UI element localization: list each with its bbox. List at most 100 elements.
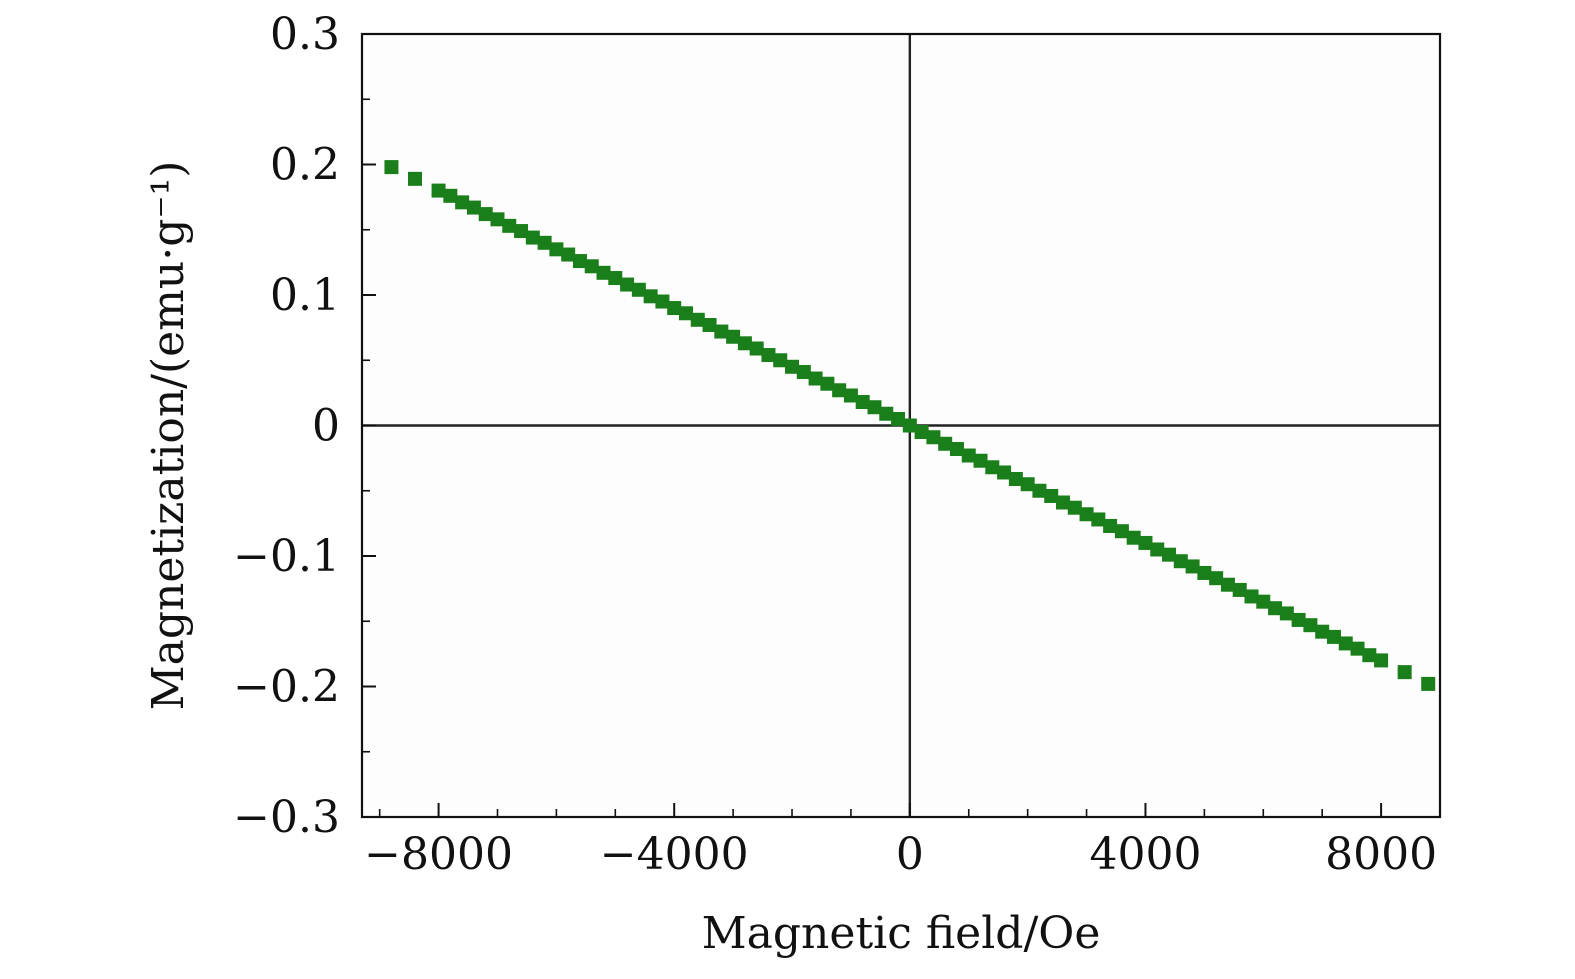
data-point	[1350, 641, 1365, 656]
data-point	[714, 324, 729, 339]
data-point	[997, 465, 1012, 480]
data-point	[749, 341, 764, 356]
y-tick-label: 0	[312, 401, 340, 452]
data-point	[1279, 606, 1294, 621]
data-point	[879, 406, 894, 421]
data-point	[938, 436, 953, 451]
data-point	[1291, 612, 1306, 627]
data-point	[891, 411, 906, 426]
data-point	[667, 301, 682, 316]
data-point	[926, 430, 941, 445]
data-point	[820, 376, 835, 391]
data-markers	[384, 160, 1436, 691]
data-point	[1103, 518, 1118, 533]
data-point	[1220, 577, 1235, 592]
data-point	[1114, 524, 1129, 539]
data-point	[961, 448, 976, 463]
y-tick-label: −0.2	[233, 662, 340, 713]
x-tick-label: 8000	[1325, 829, 1437, 880]
data-point	[1091, 512, 1106, 527]
axis-ticks	[362, 33, 1441, 818]
data-point	[973, 453, 988, 468]
data-point	[1138, 535, 1153, 550]
data-point	[867, 400, 882, 415]
x-tick-label: −8000	[364, 829, 513, 880]
data-point	[985, 460, 1000, 475]
x-tick-label: 4000	[1089, 829, 1201, 880]
data-point	[549, 242, 564, 257]
data-point	[832, 383, 847, 398]
data-point	[1126, 530, 1141, 545]
data-point	[631, 282, 646, 297]
data-point	[1079, 507, 1094, 522]
data-point	[1338, 636, 1353, 651]
data-point	[1268, 601, 1283, 616]
data-point	[1362, 648, 1377, 663]
data-point	[620, 277, 635, 292]
data-point	[702, 318, 717, 333]
data-point	[584, 259, 599, 274]
data-point	[1315, 624, 1330, 639]
data-point	[690, 312, 705, 327]
data-point	[796, 364, 811, 379]
data-point	[1173, 554, 1188, 569]
data-point	[1232, 582, 1247, 597]
data-point	[1303, 618, 1318, 633]
data-point	[537, 235, 552, 250]
data-point	[1374, 653, 1389, 668]
data-point	[1032, 483, 1047, 498]
y-tick-label: 0.2	[270, 140, 340, 191]
x-tick-label: 0	[896, 829, 924, 880]
data-point	[1209, 571, 1224, 586]
data-point	[443, 188, 458, 203]
data-point	[572, 254, 587, 269]
data-point	[761, 348, 776, 363]
data-point	[1197, 565, 1212, 580]
y-tick-label: −0.1	[233, 531, 340, 582]
y-tick-label: −0.3	[233, 792, 340, 843]
data-point	[1244, 589, 1259, 604]
data-point	[1150, 542, 1165, 557]
x-tick-label: −4000	[600, 829, 749, 880]
data-point	[466, 200, 481, 215]
data-point	[949, 441, 964, 456]
data-point	[455, 195, 470, 210]
data-point	[525, 230, 540, 245]
data-point	[1008, 472, 1023, 487]
data-point	[1055, 495, 1070, 510]
data-point	[855, 395, 870, 410]
data-point	[384, 160, 399, 175]
data-point	[785, 359, 800, 374]
data-point	[773, 353, 788, 368]
y-tick-label: 0.1	[270, 270, 340, 321]
data-point	[431, 183, 446, 198]
data-point	[502, 218, 517, 233]
axis-tick-labels: −8000 −4000 0 4000 8000 0.3 0.2 0.1 0 −0.1 −0.2 −0.…	[233, 9, 1437, 880]
y-tick-label: 0.3	[270, 9, 340, 60]
y-axis-title: Magnetization/(emu·g⁻¹)	[143, 161, 194, 711]
data-point	[726, 329, 741, 344]
data-point	[514, 224, 529, 239]
x-axis-title: Magnetic field/Oe	[702, 908, 1101, 959]
data-point	[643, 289, 658, 304]
data-point	[1162, 547, 1177, 562]
data-point	[408, 171, 423, 186]
data-point	[1326, 629, 1341, 644]
data-point	[490, 212, 505, 227]
data-point	[843, 388, 858, 403]
data-point	[737, 336, 752, 351]
data-point	[1067, 500, 1082, 515]
data-point	[1185, 559, 1200, 574]
data-point	[596, 265, 611, 280]
data-point	[1421, 676, 1436, 691]
data-point	[808, 371, 823, 386]
data-point	[902, 418, 917, 433]
data-point	[914, 425, 929, 440]
data-point	[561, 247, 576, 262]
data-point	[1256, 594, 1271, 609]
data-point	[478, 207, 493, 222]
data-point	[1397, 665, 1412, 680]
data-point	[608, 271, 623, 286]
